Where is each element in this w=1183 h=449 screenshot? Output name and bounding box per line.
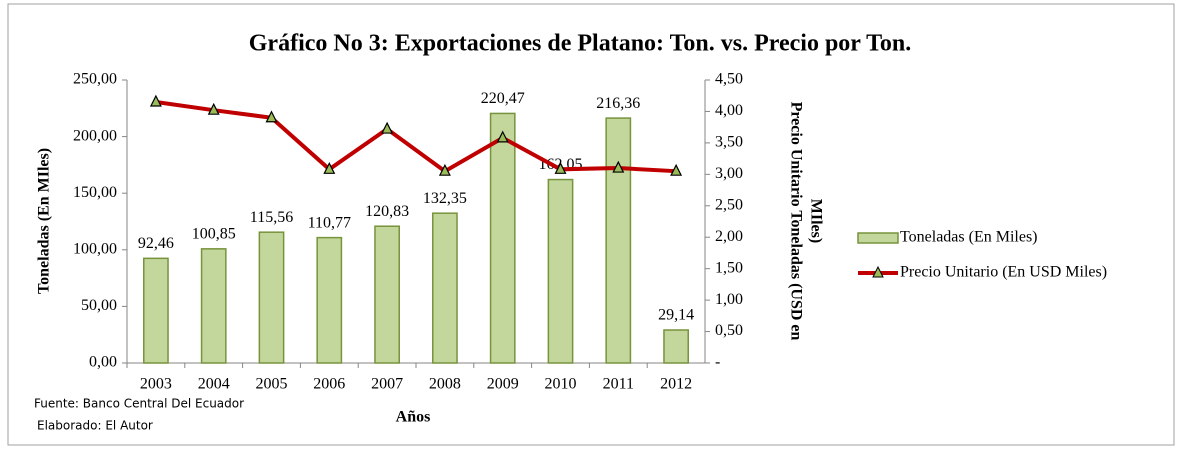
line-marker xyxy=(496,130,509,143)
y2-tick-label: 3,00 xyxy=(715,165,743,182)
y-tick-label: 50,00 xyxy=(81,297,117,314)
y-tick-label: 100,00 xyxy=(73,240,117,257)
bar xyxy=(432,212,458,364)
data-label: 216,36 xyxy=(596,95,640,112)
line-marker xyxy=(265,110,278,123)
x-tick-label: 2004 xyxy=(198,376,230,393)
x-tick-label: 2008 xyxy=(429,376,461,393)
chart-title: Gráfico No 3: Exportaciones de Platano: … xyxy=(249,31,911,57)
line-marker xyxy=(438,163,451,176)
x-tick-label: 2011 xyxy=(603,376,634,393)
y2-tick-label: 0,50 xyxy=(715,322,743,339)
legend-label: Toneladas (En Miles) xyxy=(900,229,1038,246)
y2-tick-label: - xyxy=(715,354,720,371)
y2-tick-label: 4,00 xyxy=(715,102,743,119)
line-marker xyxy=(612,160,625,173)
y2-tick-label: 3,50 xyxy=(715,134,743,151)
y-tick-label: 150,00 xyxy=(73,184,117,201)
x-tick-label: 2003 xyxy=(140,376,172,393)
line-marker xyxy=(554,161,567,174)
y2-tick-label: 2,00 xyxy=(715,228,743,245)
data-label: 220,47 xyxy=(481,90,525,107)
bar xyxy=(605,117,632,364)
chart-border xyxy=(7,3,1175,446)
x-axis-label: Años xyxy=(396,409,431,426)
line-marker xyxy=(149,94,162,107)
y2-tick-label: 2,50 xyxy=(715,196,743,213)
y2-tick-label: 1,00 xyxy=(715,291,743,308)
x-tick-label: 2006 xyxy=(313,376,345,393)
x-tick-label: 2009 xyxy=(487,376,519,393)
bar xyxy=(547,178,574,364)
line-marker xyxy=(323,161,336,174)
x-tick-label: 2005 xyxy=(256,376,288,393)
line-marker xyxy=(670,163,683,176)
bar xyxy=(316,236,343,364)
data-label: 115,56 xyxy=(250,209,293,226)
legend-marker xyxy=(872,265,884,278)
y2-axis-label: MIles) xyxy=(807,199,824,243)
y-tick-label: 0,00 xyxy=(89,354,117,371)
data-label: 29,14 xyxy=(658,307,694,324)
y2-tick-label: 4,50 xyxy=(715,71,743,88)
bar xyxy=(663,329,689,364)
legend-label: Precio Unitario (En USD Miles) xyxy=(900,264,1107,281)
bar xyxy=(200,248,227,364)
bar xyxy=(374,225,400,364)
x-tick-label: 2010 xyxy=(545,376,577,393)
source-note: Fuente: Banco Central Del Ecuador xyxy=(34,397,244,411)
data-label: 120,83 xyxy=(365,203,409,220)
data-label: 92,46 xyxy=(138,235,174,252)
y-tick-label: 200,00 xyxy=(73,127,117,144)
line xyxy=(155,100,677,174)
y-tick-label: 250,00 xyxy=(73,71,117,88)
bar xyxy=(258,231,285,364)
line-marker xyxy=(381,121,394,134)
x-tick-label: 2012 xyxy=(660,376,692,393)
bar xyxy=(143,257,169,364)
data-label: 100,85 xyxy=(192,226,236,243)
y2-axis-label: Precio Unitario Toneladas (USD en xyxy=(787,102,804,341)
y2-tick-label: 1,50 xyxy=(715,259,743,276)
y-axis-label: Toneladas (En MIles) xyxy=(36,148,53,294)
credit-note: Elaborado: El Autor xyxy=(37,419,153,433)
data-label: 132,35 xyxy=(423,190,467,207)
line-marker xyxy=(207,102,220,115)
bar xyxy=(489,112,516,364)
legend-swatch xyxy=(857,232,899,244)
data-label: 110,77 xyxy=(308,214,351,231)
x-tick-label: 2007 xyxy=(371,376,403,393)
